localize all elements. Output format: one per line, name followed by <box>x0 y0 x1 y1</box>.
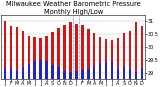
Bar <box>22 67 24 79</box>
Bar <box>28 36 30 79</box>
Bar <box>10 26 12 79</box>
Bar <box>16 71 18 79</box>
Bar <box>93 33 96 79</box>
Bar <box>39 60 42 79</box>
Bar <box>123 33 125 79</box>
Bar <box>117 69 119 79</box>
Bar <box>87 29 89 79</box>
Bar <box>140 26 143 79</box>
Bar <box>69 22 72 79</box>
Bar <box>111 39 113 79</box>
Bar <box>99 37 101 79</box>
Bar <box>123 67 125 79</box>
Bar <box>63 71 66 79</box>
Bar <box>99 63 101 79</box>
Bar <box>4 21 6 79</box>
Bar <box>57 67 60 79</box>
Bar <box>45 61 48 79</box>
Bar <box>10 69 12 79</box>
Bar <box>81 25 84 79</box>
Bar <box>63 25 66 79</box>
Bar <box>33 37 36 79</box>
Bar <box>135 72 137 79</box>
Bar <box>16 27 18 79</box>
Bar <box>105 62 107 79</box>
Bar <box>51 65 54 79</box>
Bar <box>75 24 78 79</box>
Bar <box>33 61 36 79</box>
Bar <box>129 69 131 79</box>
Bar <box>45 36 48 79</box>
Bar <box>39 38 42 79</box>
Bar <box>22 31 24 79</box>
Bar <box>93 66 96 79</box>
Bar <box>105 39 107 79</box>
Bar <box>69 72 72 79</box>
Bar <box>81 70 84 79</box>
Bar <box>129 31 131 79</box>
Title: Milwaukee Weather Barometric Pressure
Monthly High/Low: Milwaukee Weather Barometric Pressure Mo… <box>6 1 141 15</box>
Bar <box>135 22 137 79</box>
Bar <box>28 64 30 79</box>
Bar <box>111 61 113 79</box>
Bar <box>87 69 89 79</box>
Bar <box>51 32 54 79</box>
Bar <box>75 71 78 79</box>
Bar <box>4 68 6 79</box>
Bar <box>117 38 119 79</box>
Bar <box>57 28 60 79</box>
Bar <box>140 68 143 79</box>
